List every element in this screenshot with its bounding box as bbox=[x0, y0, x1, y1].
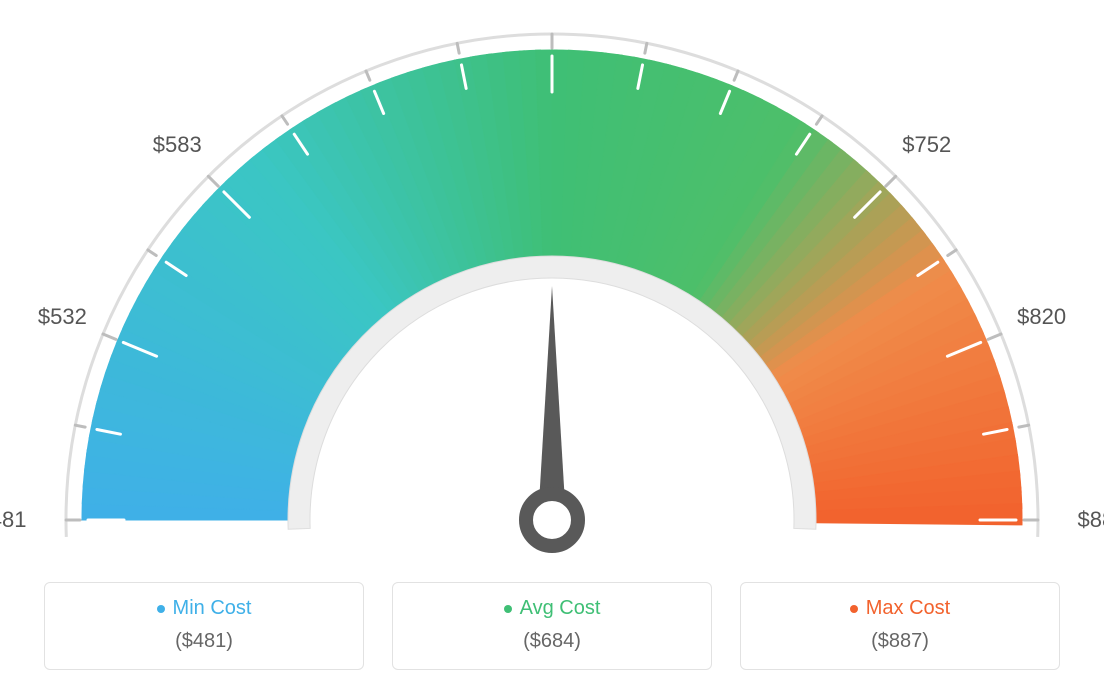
legend-card-max: Max Cost ($887) bbox=[740, 582, 1060, 670]
legend-label: Avg Cost bbox=[520, 597, 601, 620]
legend-value-avg: ($684) bbox=[393, 630, 711, 653]
gauge-tick-label: $820 bbox=[1017, 304, 1066, 330]
dot-icon bbox=[504, 605, 512, 613]
gauge-tick-label: $583 bbox=[153, 132, 202, 158]
legend-card-avg: Avg Cost ($684) bbox=[392, 582, 712, 670]
legend-row: Min Cost ($481) Avg Cost ($684) Max Cost… bbox=[0, 582, 1104, 670]
dot-icon bbox=[157, 605, 165, 613]
gauge-tick-label: $887 bbox=[1078, 507, 1104, 533]
legend-value-max: ($887) bbox=[741, 630, 1059, 653]
legend-title-avg: Avg Cost bbox=[504, 597, 601, 620]
legend-title-min: Min Cost bbox=[157, 597, 252, 620]
cost-gauge: $481$532$583$684$752$820$887 bbox=[0, 0, 1104, 560]
legend-title-max: Max Cost bbox=[850, 597, 950, 620]
dot-icon bbox=[850, 605, 858, 613]
legend-label: Min Cost bbox=[173, 597, 252, 620]
gauge-svg bbox=[0, 0, 1104, 560]
legend-card-min: Min Cost ($481) bbox=[44, 582, 364, 670]
legend-label: Max Cost bbox=[866, 597, 950, 620]
gauge-tick-label: $481 bbox=[0, 507, 26, 533]
gauge-tick-label: $752 bbox=[902, 132, 951, 158]
legend-value-min: ($481) bbox=[45, 630, 363, 653]
gauge-tick-label: $532 bbox=[38, 304, 87, 330]
